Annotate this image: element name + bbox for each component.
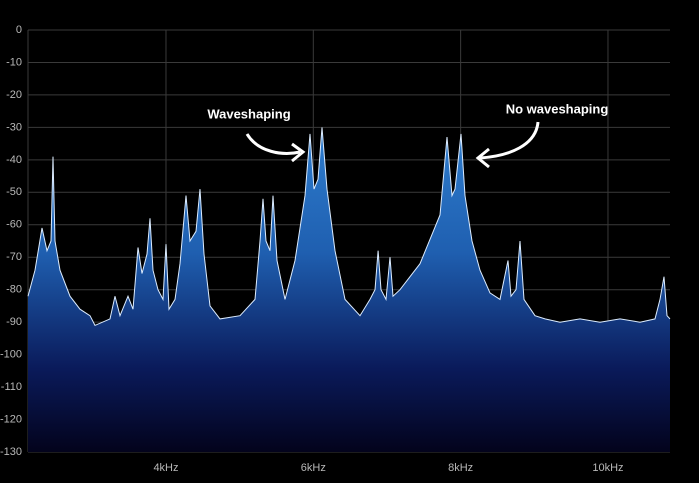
arrow: [245, 133, 301, 155]
arrow: [479, 121, 540, 160]
annotation: Waveshaping: [207, 106, 290, 121]
y-tick-label: -110: [1, 381, 22, 393]
y-tick-label: -130: [0, 446, 22, 458]
y-tick-label: -120: [0, 413, 22, 425]
spectrum-line: [27, 127, 671, 327]
y-tick-label: -40: [6, 154, 22, 166]
x-tick-label: 4kHz: [153, 462, 178, 474]
y-tick-label: -80: [6, 284, 22, 296]
arrow-head: [475, 147, 490, 169]
y-tick-label: -90: [6, 316, 22, 328]
y-tick-label: -50: [6, 186, 22, 198]
y-tick-label: -70: [6, 251, 22, 263]
x-tick-label: 6kHz: [301, 462, 326, 474]
x-tick-label: 8kHz: [448, 462, 473, 474]
y-tick-label: -60: [6, 219, 22, 231]
y-tick-label: -30: [6, 121, 22, 133]
area-fill: [28, 127, 670, 453]
y-tick-label: -20: [6, 89, 22, 101]
arrow-head: [291, 142, 306, 163]
y-tick-label: -100: [0, 349, 22, 361]
y-tick-label: -10: [6, 56, 22, 68]
x-tick-label: 10kHz: [592, 462, 623, 474]
y-tick-label: 0: [16, 24, 22, 36]
annotation: No waveshaping: [506, 101, 609, 116]
